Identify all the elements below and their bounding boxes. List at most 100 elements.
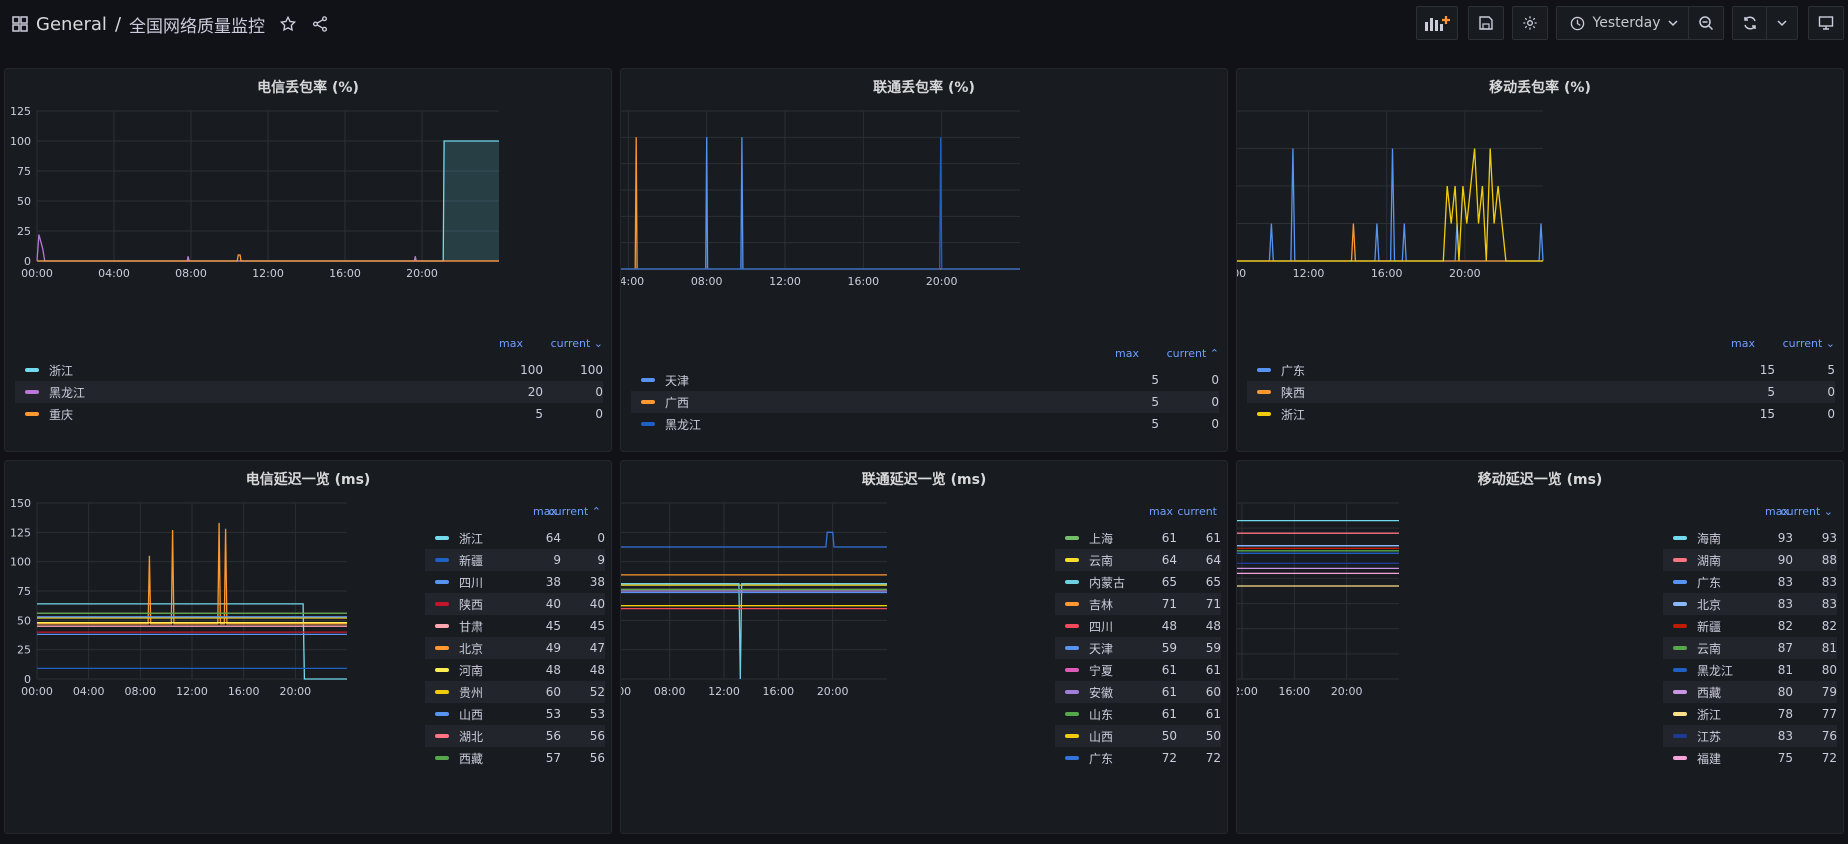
legend-item[interactable]: 河南 48 48 — [425, 659, 605, 681]
panel-mobile-latency[interactable]: 移动延迟一览 (ms) 3040506070809010000:0004:000… — [1236, 460, 1844, 834]
legend-sort-max[interactable]: max — [1731, 337, 1755, 350]
legend-item[interactable]: 广东 72 72 — [1055, 747, 1221, 769]
legend-item[interactable]: 吉林 71 71 — [1055, 593, 1221, 615]
legend-item[interactable]: 新疆 9 9 — [425, 549, 605, 571]
legend-item[interactable]: 陕西 5 0 — [1247, 381, 1835, 403]
series-line — [621, 531, 887, 548]
series-color-swatch — [1673, 580, 1687, 584]
legend-item[interactable]: 西藏 57 56 — [425, 747, 605, 769]
legend-item[interactable]: 贵州 60 52 — [425, 681, 605, 703]
x-tick-label: 08:00 — [1237, 267, 1246, 280]
legend-item[interactable]: 四川 48 48 — [1055, 615, 1221, 637]
tv-mode-button[interactable] — [1808, 6, 1844, 40]
legend-sort-current[interactable]: current — [1177, 505, 1217, 518]
legend-sort-current[interactable]: current ⌄ — [1780, 505, 1833, 518]
panel-title[interactable]: 电信丢包率 (%) — [257, 80, 359, 96]
legend-item[interactable]: 天津 59 59 — [1055, 637, 1221, 659]
apps-grid-icon[interactable] — [12, 16, 28, 32]
legend-item[interactable]: 湖北 56 56 — [425, 725, 605, 747]
legend-item[interactable]: 山西 53 53 — [425, 703, 605, 725]
legend-sort-max[interactable]: max — [1149, 505, 1173, 518]
panel-title[interactable]: 移动丢包率 (%) — [1489, 80, 1591, 96]
y-tick-label: 50 — [17, 195, 31, 208]
legend-max-value: 48 — [545, 663, 561, 677]
panel-unicom-latency[interactable]: 联通延迟一览 (ms) 02040608010012000:0004:0008:… — [620, 460, 1228, 834]
legend-current-value: 53 — [589, 707, 605, 721]
legend-item[interactable]: 上海 61 61 — [1055, 527, 1221, 549]
legend-item[interactable]: 江苏 83 76 — [1663, 725, 1837, 747]
legend-item[interactable]: 陕西 40 40 — [425, 593, 605, 615]
legend-sort-max[interactable]: max — [499, 337, 523, 350]
legend-item[interactable]: 黑龙江 5 0 — [631, 413, 1219, 435]
panel-title[interactable]: 电信延迟一览 (ms) — [245, 472, 371, 488]
series-line — [1237, 148, 1543, 262]
legend-item[interactable]: 广东 83 83 — [1663, 571, 1837, 593]
legend-item[interactable]: 宁夏 61 61 — [1055, 659, 1221, 681]
legend-sort-current[interactable]: current ⌃ — [548, 505, 601, 518]
legend-sort-current[interactable]: current ⌄ — [1782, 337, 1835, 350]
legend-table: max current ⌄ 广东 15 5 陕西 5 0 浙江 15 0 — [1247, 337, 1835, 447]
legend-item[interactable]: 四川 38 38 — [425, 571, 605, 593]
legend-series-name: 吉林 — [1089, 597, 1114, 612]
legend-item[interactable]: 山东 61 61 — [1055, 703, 1221, 725]
legend-series-name: 陕西 — [459, 597, 484, 612]
legend-sort-current[interactable]: current ⌃ — [1166, 347, 1219, 360]
legend-item[interactable]: 西藏 80 79 — [1663, 681, 1837, 703]
legend-item[interactable]: 北京 49 47 — [425, 637, 605, 659]
legend-series-name: 湖南 — [1697, 553, 1722, 568]
legend-item[interactable]: 浙江 78 77 — [1663, 703, 1837, 725]
legend-item[interactable]: 湖南 90 88 — [1663, 549, 1837, 571]
folder-link[interactable]: General — [36, 13, 107, 35]
legend-item[interactable]: 安徽 61 60 — [1055, 681, 1221, 703]
panel-unicom-packet-loss[interactable]: 联通丢包率 (%) 012345600:0004:0008:0012:0016:… — [620, 68, 1228, 452]
save-dashboard-button[interactable] — [1468, 6, 1504, 40]
panel-title[interactable]: 移动延迟一览 (ms) — [1477, 472, 1603, 488]
legend-item[interactable]: 福建 75 72 — [1663, 747, 1837, 769]
legend-sort-current[interactable]: current ⌄ — [550, 337, 603, 350]
legend-sort-max[interactable]: max — [533, 505, 557, 518]
legend-item[interactable]: 黑龙江 20 0 — [15, 381, 603, 403]
time-picker-button[interactable]: Yesterday — [1556, 6, 1692, 40]
panel-telecom-latency[interactable]: 电信延迟一览 (ms) 0 25 50 75 100 125 150 00:00 04:00 08… — [4, 460, 612, 834]
panel-title[interactable]: 联通丢包率 (%) — [873, 80, 975, 96]
zoom-out-button[interactable] — [1688, 6, 1724, 40]
series-line — [621, 137, 1020, 270]
x-tick-label: 08:00 — [175, 267, 207, 280]
legend-item[interactable]: 北京 83 83 — [1663, 593, 1837, 615]
legend-sort-max[interactable]: max — [1115, 347, 1139, 360]
star-icon[interactable] — [279, 15, 297, 33]
legend-item[interactable]: 浙江 64 0 — [425, 527, 605, 549]
legend-item[interactable]: 内蒙古 65 65 — [1055, 571, 1221, 593]
legend-item[interactable]: 新疆 82 82 — [1663, 615, 1837, 637]
panel-telecom-packet-loss[interactable]: 电信丢包率 (%) 0 25 50 75 100 125 00:00 04:00 08:00 12… — [4, 68, 612, 452]
add-panel-button[interactable] — [1416, 6, 1458, 40]
legend-item[interactable]: 浙江 100 100 — [15, 359, 603, 381]
legend-item[interactable]: 甘肃 45 45 — [425, 615, 605, 637]
dashboard-settings-button[interactable] — [1512, 6, 1548, 40]
refresh-interval-dropdown[interactable] — [1766, 6, 1798, 40]
legend-item[interactable]: 云南 87 81 — [1663, 637, 1837, 659]
legend-item[interactable]: 广西 5 0 — [631, 391, 1219, 413]
legend-item[interactable]: 山西 50 50 — [1055, 725, 1221, 747]
legend-item[interactable]: 黑龙江 81 80 — [1663, 659, 1837, 681]
legend-max-value: 50 — [1161, 729, 1177, 743]
panel-title[interactable]: 联通延迟一览 (ms) — [861, 472, 987, 488]
legend-item[interactable]: 天津 5 0 — [631, 369, 1219, 391]
series-color-swatch — [1673, 558, 1687, 562]
share-icon[interactable] — [311, 15, 329, 33]
series-color-swatch — [1257, 368, 1271, 372]
legend-current-value: 72 — [1205, 751, 1221, 765]
panel-mobile-packet-loss[interactable]: 移动丢包率 (%) 0510152000:0004:0008:0012:0016… — [1236, 68, 1844, 452]
legend-item[interactable]: 广东 15 5 — [1247, 359, 1835, 381]
legend-item[interactable]: 云南 64 64 — [1055, 549, 1221, 571]
legend-item[interactable]: 重庆 5 0 — [15, 403, 603, 425]
legend-item[interactable]: 浙江 15 0 — [1247, 403, 1835, 425]
refresh-button[interactable] — [1732, 6, 1768, 40]
series-color-swatch — [1673, 690, 1687, 694]
legend-item[interactable]: 海南 93 93 — [1663, 527, 1837, 549]
series-line — [1237, 148, 1544, 262]
legend-sort-max[interactable]: max — [1765, 505, 1789, 518]
dashboard-title[interactable]: 全国网络质量监控 — [129, 16, 266, 37]
legend-max-value: 5 — [1151, 373, 1159, 387]
legend-series-name: 新疆 — [459, 553, 484, 568]
